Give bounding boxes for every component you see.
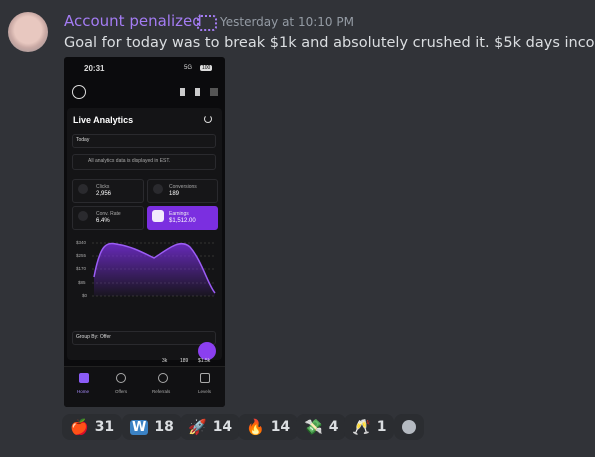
message-text: Goal for today was to break $1k and abso… [64, 35, 595, 51]
nav-label[interactable]: Referrals [152, 389, 171, 394]
y-label: $0 [82, 293, 88, 298]
card-icon [78, 184, 88, 194]
range-select[interactable] [72, 134, 216, 148]
group-by: Group By: Offer [76, 334, 111, 340]
status-network: 5G [184, 65, 193, 71]
group-select[interactable] [72, 331, 216, 345]
reaction[interactable]: 🔥 14 [238, 414, 299, 440]
emoji: 💸 [304, 418, 323, 436]
icons [180, 88, 220, 96]
count: 18 [154, 419, 174, 435]
timestamp: Yesterday at 10:10 PM [220, 15, 354, 29]
info-box [72, 154, 216, 170]
count: 31 [94, 419, 115, 435]
card-label: Conv. Rate [96, 211, 121, 217]
nav-label[interactable]: Levels [198, 389, 212, 394]
logo [72, 85, 86, 99]
screenshot[interactable]: 20:31 5G 100 Live Analytics Today All an… [64, 57, 225, 407]
nav-icon[interactable] [79, 373, 89, 383]
card-label: Clicks [96, 184, 110, 190]
card-icon [152, 210, 164, 222]
count: 4 [328, 419, 339, 435]
nav-icon[interactable] [200, 373, 210, 383]
range: Today [76, 137, 90, 143]
card [147, 179, 218, 203]
nav-label[interactable]: Home [77, 389, 90, 394]
emoji: 🔥 [246, 418, 265, 436]
emoji: W [130, 419, 149, 435]
panel-title: Live Analytics [73, 115, 134, 125]
y-label: $255 [76, 253, 87, 258]
emoji: 🚀 [188, 418, 207, 436]
card-value: 2,956 [96, 191, 112, 197]
count: 14 [270, 419, 291, 435]
card-value: $1,512.00 [169, 218, 196, 224]
nav-icon[interactable] [116, 373, 126, 383]
count: 1 [376, 419, 387, 435]
emoji: 🍎 [70, 418, 89, 436]
badge [197, 15, 217, 31]
add-reaction[interactable] [394, 414, 424, 440]
nav-label[interactable]: Offers [115, 389, 128, 394]
y-label: $85 [78, 280, 86, 285]
author[interactable]: Account penalized [64, 12, 202, 30]
card-label: Earnings [169, 211, 189, 217]
y-label: $170 [76, 266, 87, 271]
row-cell: 189 [180, 358, 189, 364]
emoji: 🥂 [352, 418, 371, 436]
nav-icon[interactable] [158, 373, 168, 383]
status-battery: 100 [200, 65, 213, 71]
chart [92, 242, 216, 297]
row-cell: $1.5k [198, 358, 211, 364]
fab[interactable] [198, 342, 216, 360]
y-label: $340 [76, 240, 87, 245]
card-value: 189 [169, 191, 180, 197]
nav-bar [64, 366, 225, 407]
card-value: 6.4% [96, 218, 110, 224]
reaction[interactable]: W 18 [122, 414, 182, 440]
row-cell: 3k [162, 358, 168, 364]
card-icon [78, 211, 88, 221]
reaction[interactable]: 🚀 14 [180, 414, 241, 440]
reaction[interactable]: 🍎 31 [62, 414, 123, 440]
count: 14 [212, 419, 233, 435]
panel [67, 108, 222, 360]
card-icon [153, 184, 163, 194]
reaction[interactable]: 💸 4 [296, 414, 347, 440]
refresh[interactable] [204, 115, 212, 123]
avatar[interactable] [8, 12, 48, 52]
info: All analytics data is displayed in EST. [88, 158, 171, 164]
status-time: 20:31 [84, 64, 105, 73]
reaction[interactable]: 🥂 1 [344, 414, 395, 440]
card-label: Conversions [169, 184, 197, 190]
